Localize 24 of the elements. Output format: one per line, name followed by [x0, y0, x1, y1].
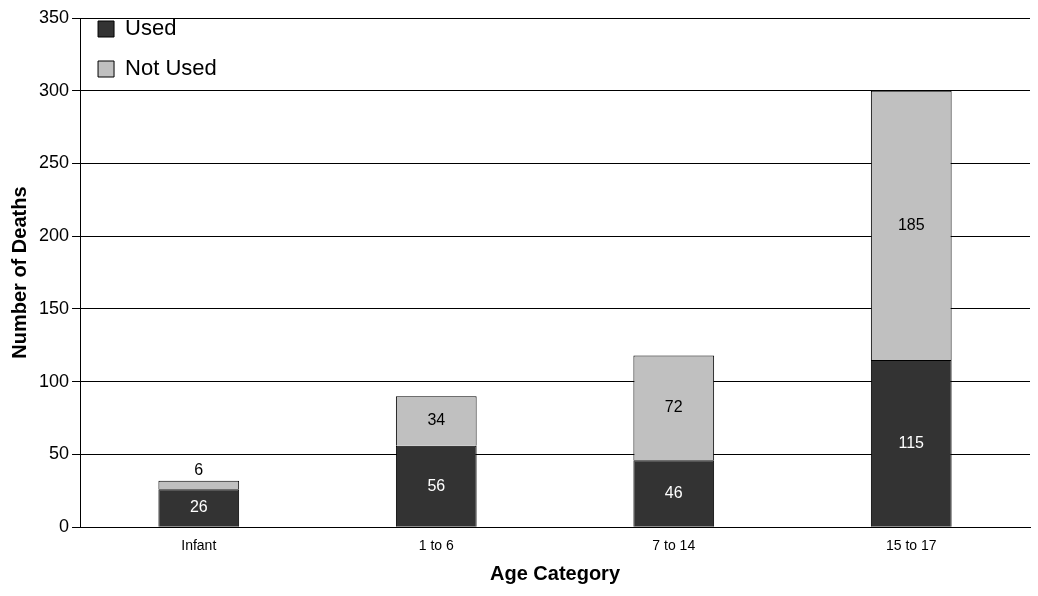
x-axis-title: Age Category — [490, 561, 621, 584]
y-tick-label: 300 — [38, 79, 70, 100]
data-label: 56 — [427, 476, 446, 494]
y-tick-label: 0 — [59, 516, 70, 537]
y-tick-label: 200 — [38, 225, 70, 246]
legend-label: Used — [125, 15, 177, 41]
data-label: 34 — [427, 411, 446, 429]
x-tick-label: 7 to 14 — [652, 537, 696, 554]
y-tick-label: 350 — [38, 6, 70, 27]
y-tick-label: 250 — [38, 152, 70, 173]
x-tick-label: 15 to 17 — [885, 537, 937, 554]
y-tick-label: 150 — [38, 297, 70, 318]
data-label: 26 — [189, 498, 208, 516]
y-axis-title: Number of Deaths — [7, 186, 30, 359]
data-label: 185 — [897, 215, 925, 233]
y-tick-label: 100 — [38, 370, 70, 391]
data-label: 6 — [194, 461, 204, 479]
legend-label: Not Used — [125, 55, 217, 81]
data-label: 72 — [664, 398, 683, 416]
data-label: 115 — [898, 433, 925, 451]
data-label: 46 — [664, 483, 683, 501]
y-tick-label: 50 — [49, 443, 70, 464]
x-tick-label: 1 to 6 — [418, 537, 454, 554]
x-tick-label: Infant — [181, 537, 217, 554]
